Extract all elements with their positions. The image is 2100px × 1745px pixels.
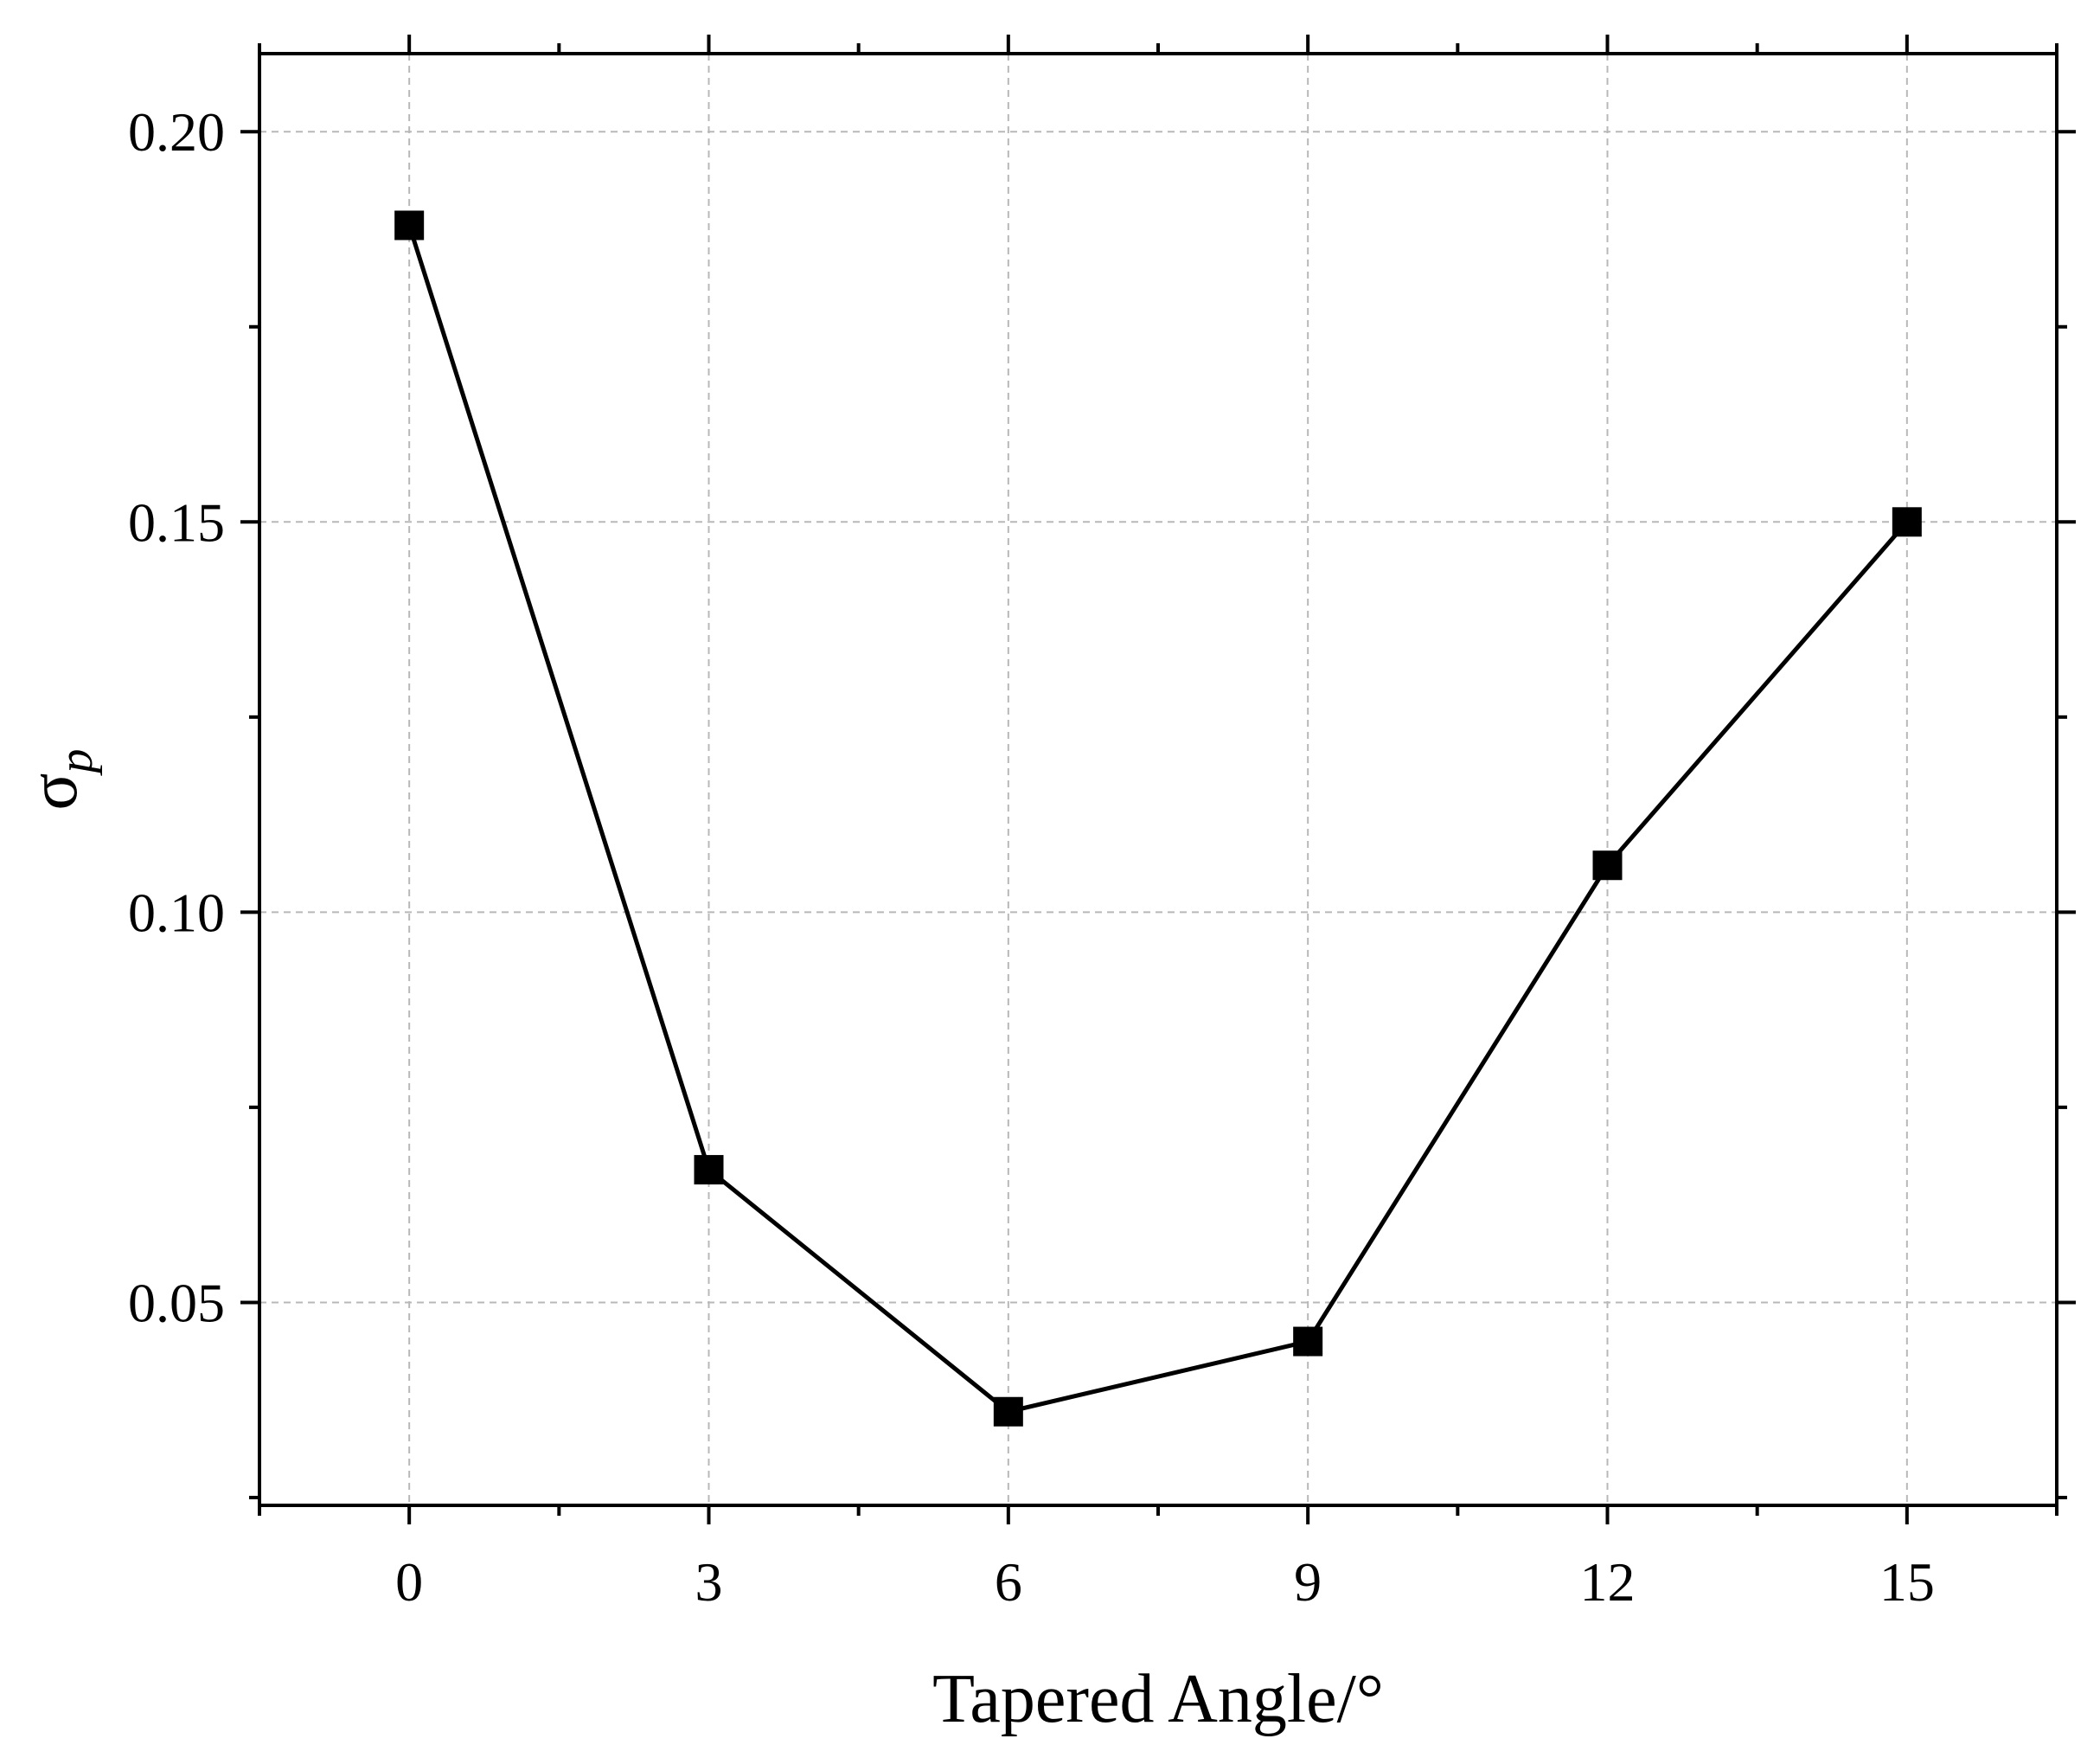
x-tick-label: 9 (1294, 1551, 1322, 1613)
x-tick-label: 3 (695, 1551, 723, 1613)
data-point (1892, 507, 1922, 537)
x-tick-label: 6 (995, 1551, 1022, 1613)
y-tick-label: 0.10 (128, 882, 225, 943)
data-point (993, 1396, 1023, 1427)
data-point (394, 210, 425, 241)
x-tick-label: 15 (1879, 1551, 1935, 1613)
y-axis-title-base: σ (16, 773, 92, 810)
series-group (394, 210, 1922, 1427)
plot-frame (258, 52, 2058, 1507)
grid (259, 54, 2057, 1505)
y-axis-title-subscript: p (49, 748, 103, 776)
data-point (1592, 850, 1623, 881)
data-point (694, 1155, 724, 1185)
tick-labels: 0 3 6 9 12 15 0.05 0.10 0.15 0.20 (128, 101, 1935, 1613)
x-tick-label: 0 (395, 1551, 423, 1613)
y-axis-title: σp (16, 748, 103, 810)
x-tick-label: 12 (1580, 1551, 1636, 1613)
y-tick-label: 0.20 (128, 101, 225, 163)
x-axis-title: Tapered Angle/° (932, 1661, 1384, 1737)
y-tick-label: 0.15 (128, 491, 225, 553)
series-line (407, 224, 1909, 1415)
y-tick-label: 0.05 (128, 1272, 225, 1333)
data-point (1293, 1326, 1323, 1357)
